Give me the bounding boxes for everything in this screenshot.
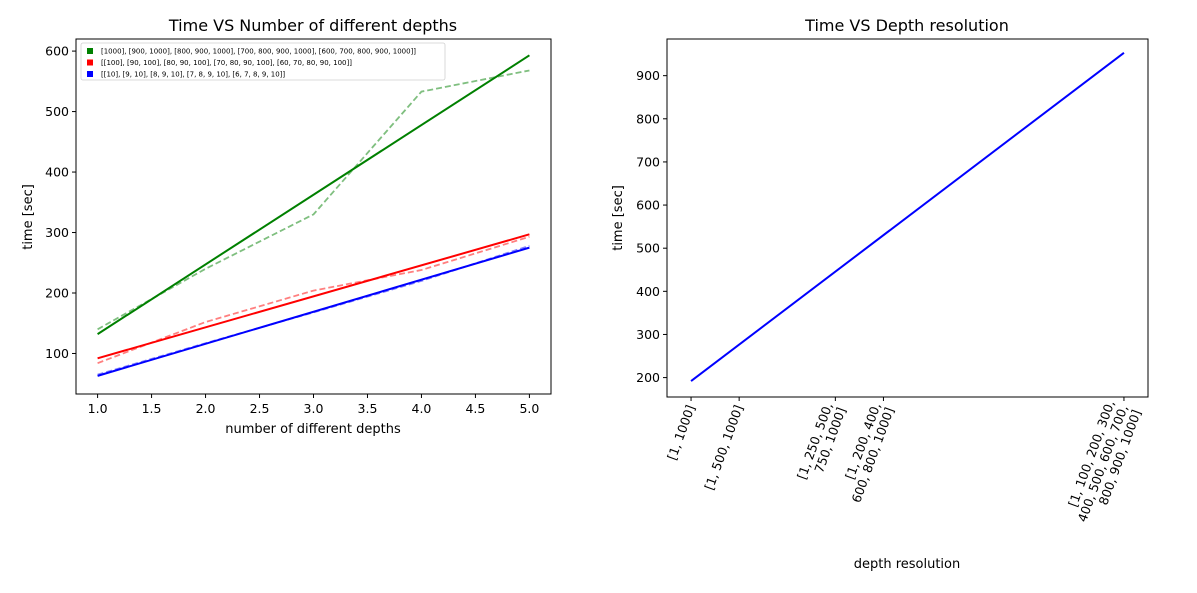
x-tick-label: 4.0 [412, 401, 432, 416]
y-tick-label: 700 [636, 154, 660, 169]
chart-left: Time VS Number of different depths 1.0 1.… [21, 16, 552, 437]
y-tick-label: 600 [45, 44, 69, 59]
chart-right-title: Time VS Depth resolution [804, 16, 1009, 35]
series-0-line [690, 52, 1125, 382]
legend-marker [87, 59, 93, 66]
chart-right-frame [666, 38, 1149, 398]
x-tick-label: 2.0 [196, 401, 216, 416]
series-2-measured-line [97, 244, 530, 376]
chart-left-title: Time VS Number of different depths [168, 16, 457, 35]
x-tick-label: [1, 1000] [664, 403, 698, 462]
series-2-fit-line [97, 246, 530, 377]
legend-marker [87, 48, 93, 54]
chart-left-ylabel: time [sec] [21, 184, 36, 250]
legend-label: [1000], [900, 1000], [800, 900, 1000], [… [101, 48, 416, 56]
y-tick-label: 200 [636, 370, 660, 385]
y-tick-label: 400 [45, 165, 69, 180]
x-tick-label: [1, 500, 1000] [701, 403, 746, 492]
x-tick-label: 3.5 [358, 401, 378, 416]
series-1-measured-line [97, 235, 530, 364]
y-tick-label: 100 [45, 346, 69, 361]
y-tick-label: 800 [636, 111, 660, 126]
chart-right-ylabel: time [sec] [611, 185, 626, 251]
x-tick-label: 5.0 [519, 401, 539, 416]
x-tick-label: 1.0 [88, 401, 108, 416]
chart-left-xlabel: number of different depths [225, 422, 401, 437]
series-1-fit-line [97, 233, 530, 360]
y-tick-label: 600 [636, 198, 660, 213]
y-tick-label: 900 [636, 68, 660, 83]
y-tick-label: 200 [45, 286, 69, 301]
x-tick-label: 4.5 [465, 401, 485, 416]
chart-left-legend: [1000], [900, 1000], [800, 900, 1000], [… [80, 42, 446, 81]
y-tick-label: 300 [636, 327, 660, 342]
y-tick-label: 300 [45, 225, 69, 240]
legend-label: [[10], [9, 10], [8, 9, 10], [7, 8, 9, 10… [101, 71, 285, 79]
x-tick-label: 3.0 [304, 401, 324, 416]
series-0-fit-line [97, 54, 530, 335]
series-0-measured-line [97, 69, 530, 331]
x-tick-label: 1.5 [142, 401, 162, 416]
y-tick-label: 400 [636, 284, 660, 299]
y-tick-label: 500 [636, 241, 660, 256]
legend-marker [87, 71, 93, 77]
legend-label: [[100], [90, 100], [80, 90, 100], [70, 8… [101, 59, 352, 67]
x-tick-label: 2.5 [250, 401, 270, 416]
legend-frame [80, 42, 446, 81]
y-tick-label: 500 [45, 104, 69, 119]
chart-right-xlabel: depth resolution [854, 557, 961, 572]
chart-left-frame [75, 38, 552, 395]
chart-right: Time VS Depth resolution [1, 1000] [1, 50… [611, 16, 1149, 572]
